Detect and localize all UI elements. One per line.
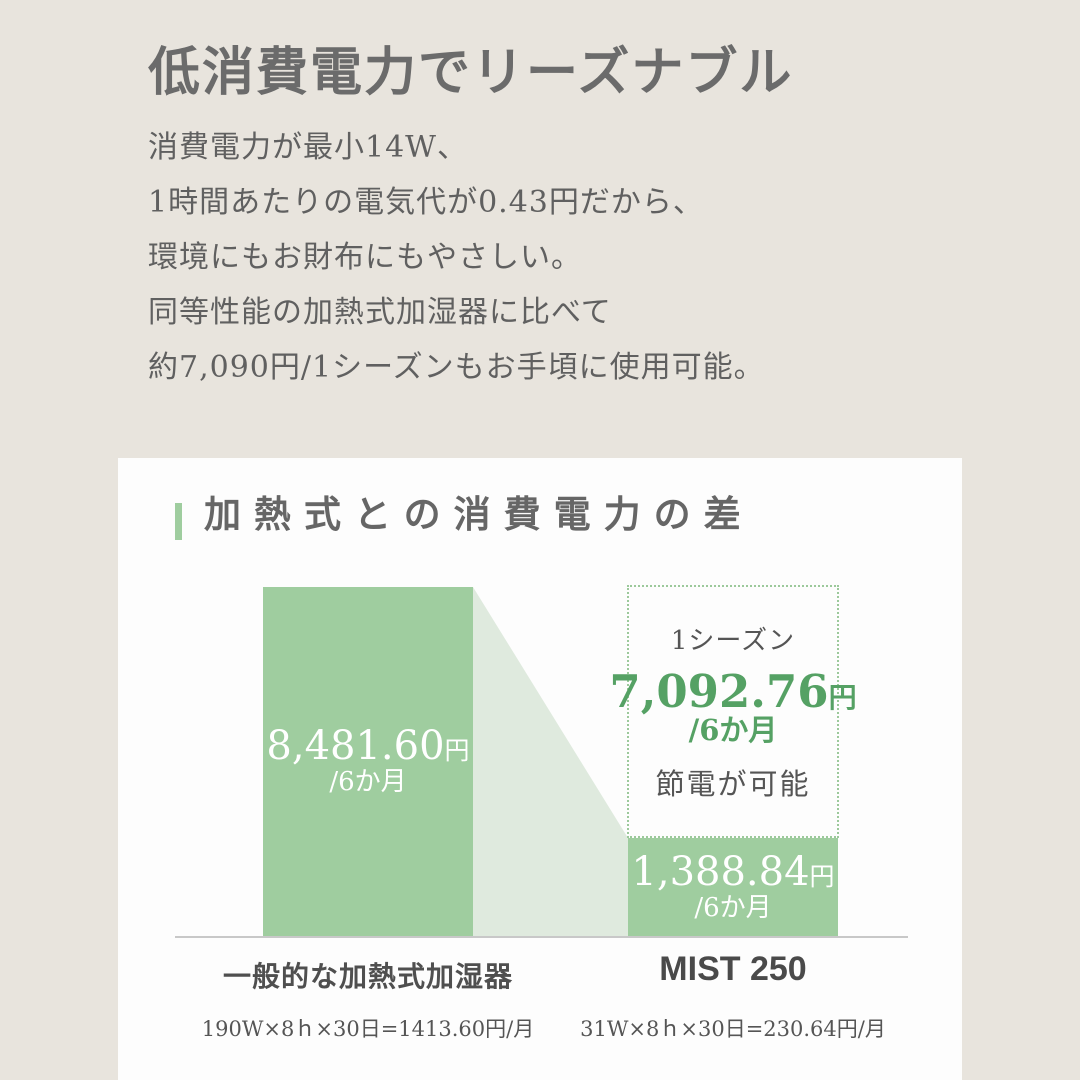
category-label-mist250: MIST 250 [659, 950, 807, 988]
intro-line-1: 消費電力が最小14W、 [148, 130, 469, 165]
callout-amount-number: 7,092.76 [609, 664, 829, 718]
chart-heading: 加熱式との消費電力の差 [204, 492, 754, 536]
intro-line-2: 1時間あたりの電気代が0.43円だから、 [148, 185, 704, 220]
axis-line [175, 936, 908, 938]
bar-mist250-yen-suffix: 円 [809, 861, 835, 891]
bar-heated-value: 8,481.60円 [266, 725, 469, 767]
page-title: 低消費電力でリーズナブル [148, 42, 794, 103]
bar-heated-humidifier: 8,481.60円 /6か月 [263, 587, 473, 937]
intro-line-4: 同等性能の加熱式加湿器に比べて [148, 295, 612, 330]
intro-line-3: 環境にもお財布にもやさしい。 [148, 240, 582, 275]
bar-heated-amount: 8,481.60 [266, 723, 445, 770]
bar-mist250-amount: 1,388.84 [631, 848, 810, 895]
calc-formula-heated: 190W×8ｈ×30日=1413.60円/月 [201, 1017, 535, 1041]
bar-heated-period: /6か月 [329, 767, 407, 798]
heading-accent-bar [175, 503, 182, 540]
savings-callout: 1シーズン 7,092.76円 /6か月 節電が可能 [609, 585, 857, 838]
intro-line-5: 約7,090円/1シーズンもお手頃に使用可能。 [148, 350, 765, 385]
callout-season-label: 1シーズン [670, 625, 796, 656]
callout-amount: 7,092.76円 [609, 669, 856, 714]
calc-formula-mist250: 31W×8ｈ×30日=230.64円/月 [580, 1017, 886, 1041]
category-label-heated: 一般的な加熱式加湿器 [222, 960, 513, 993]
bar-mist250: 1,388.84円 /6か月 [628, 838, 838, 937]
bar-mist250-period: /6か月 [694, 892, 772, 923]
intro-paragraph: 消費電力が最小14W、 1時間あたりの電気代が0.43円だから、 環境にもお財布… [148, 120, 765, 395]
slope-shape [473, 587, 628, 937]
callout-savings-label: 節電が可能 [655, 767, 811, 802]
callout-period: /6か月 [688, 712, 778, 747]
bar-mist250-value: 1,388.84円 [631, 851, 834, 893]
chart-card: 加熱式との消費電力の差 8,481.60円 /6か月 1シーズン 7,092.7… [118, 458, 962, 1080]
bar-heated-yen-suffix: 円 [444, 736, 470, 766]
callout-yen-suffix: 円 [828, 680, 857, 714]
